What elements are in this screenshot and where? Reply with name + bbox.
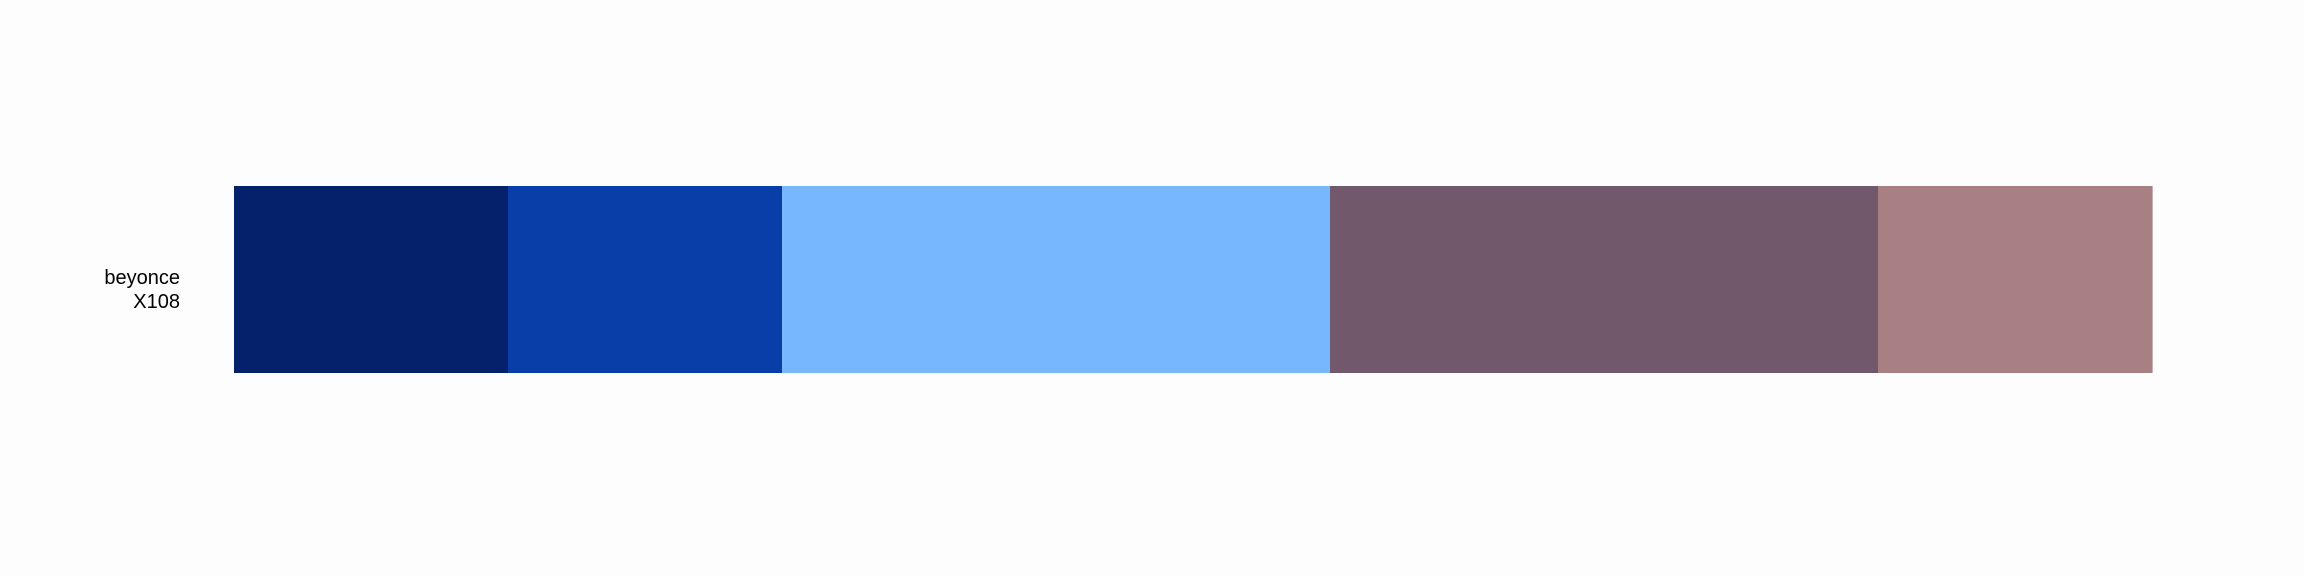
palette-label: beyonce X108 bbox=[104, 266, 180, 314]
palette-swatch-4 bbox=[1330, 186, 1879, 373]
palette-name-label: beyonce bbox=[104, 267, 180, 289]
palette-swatch-5 bbox=[1878, 186, 2153, 373]
palette-id-label: X108 bbox=[133, 291, 180, 313]
palette-swatch-3 bbox=[782, 186, 1331, 373]
palette-swatch-2 bbox=[508, 186, 783, 373]
palette-swatch-1 bbox=[234, 186, 509, 373]
